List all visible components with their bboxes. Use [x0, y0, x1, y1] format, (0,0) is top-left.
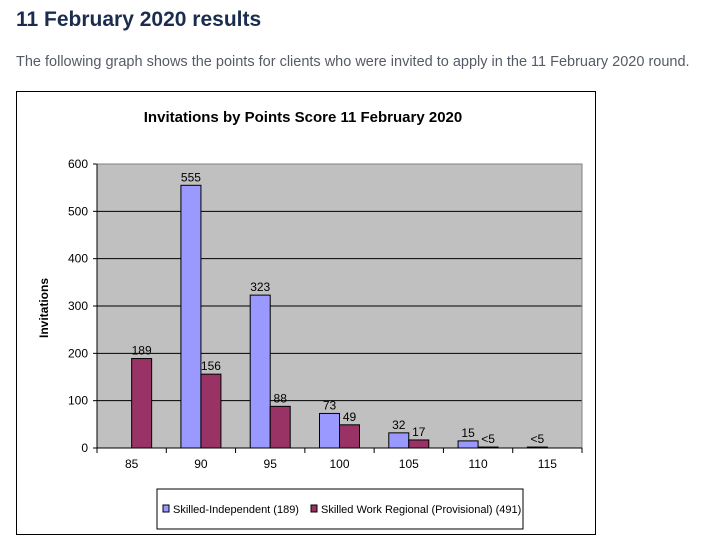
y-tick-label: 400 [68, 252, 88, 266]
y-tick-label: 200 [68, 346, 88, 360]
data-label: 49 [343, 410, 357, 424]
bar [200, 373, 222, 449]
bar [457, 440, 479, 449]
intro-text: The following graph shows the points for… [16, 54, 690, 70]
data-label: 17 [412, 425, 426, 439]
bar [408, 439, 430, 449]
data-label: 15 [461, 426, 475, 440]
bar [131, 358, 153, 449]
y-tick-label: 0 [81, 441, 88, 455]
x-tick-label: 95 [264, 457, 278, 471]
chart-frame: Invitations by Points Score 11 February … [16, 91, 596, 535]
legend-box [156, 488, 524, 530]
data-label: <5 [531, 432, 545, 446]
bar [249, 294, 271, 449]
data-label: 156 [201, 359, 221, 373]
y-tick-label: 500 [68, 204, 88, 218]
bar [180, 184, 202, 449]
x-tick-label: 90 [194, 457, 208, 471]
data-label: 555 [181, 170, 201, 184]
y-tick-label: 600 [68, 157, 88, 171]
y-tick-label: 100 [68, 394, 88, 408]
legend-label: Skilled-Independent (189) [173, 504, 299, 516]
legend-label: Skilled Work Regional (Provisional) (491… [321, 504, 521, 516]
legend: Skilled-Independent (189) Skilled Work Re… [156, 488, 524, 530]
bar [269, 405, 291, 449]
data-label: 32 [392, 418, 406, 432]
data-label: 323 [250, 280, 270, 294]
plot-area: 0 100 200 300 400 500 600 189 555 156 323 88 73 49 32 1… [68, 157, 583, 471]
chart-title: Invitations by Points Score 11 February … [144, 109, 462, 126]
x-tick-label: 100 [329, 457, 349, 471]
x-tick-label: 85 [125, 457, 139, 471]
data-label: 189 [132, 344, 152, 358]
legend-swatch [310, 504, 318, 513]
y-axis-label: Invitations [37, 278, 51, 338]
y-tick-label: 300 [68, 299, 88, 313]
bar [319, 412, 340, 449]
x-tick-label: 105 [399, 457, 419, 471]
data-label: 88 [274, 391, 288, 405]
legend-swatch [162, 504, 170, 513]
x-tick-label: 115 [538, 457, 557, 471]
bar-chart: Invitations by Points Score 11 February … [37, 109, 583, 530]
page-title: 11 February 2020 results [16, 8, 262, 31]
data-label: 73 [323, 398, 337, 412]
bar [339, 424, 360, 449]
data-label: <5 [481, 432, 495, 446]
x-tick-label: 110 [469, 457, 488, 471]
bar [388, 432, 410, 449]
